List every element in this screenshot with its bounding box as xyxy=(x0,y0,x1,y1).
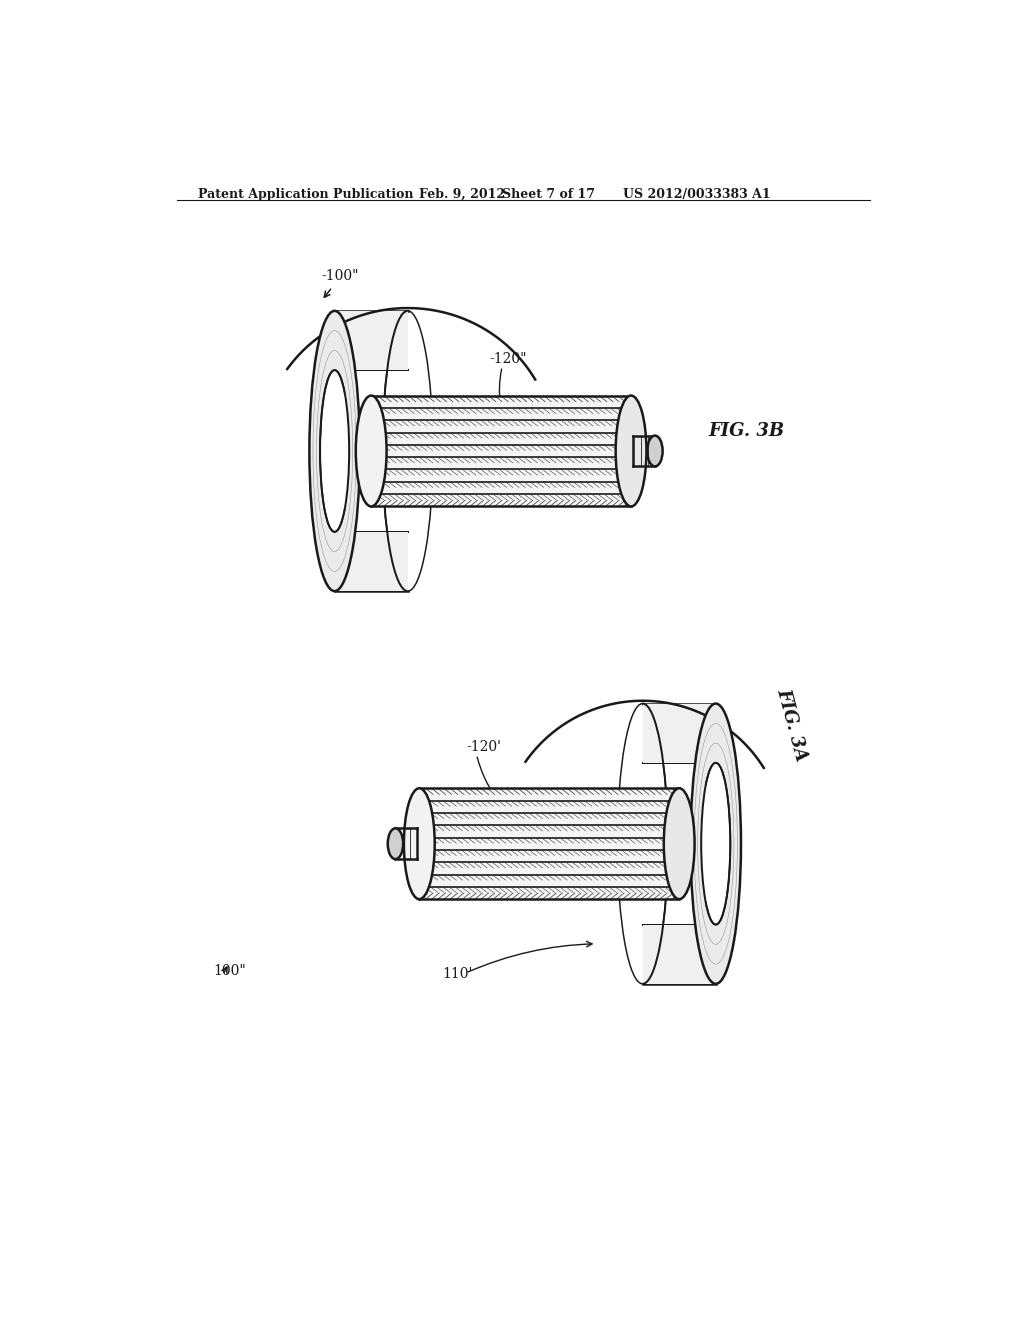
Ellipse shape xyxy=(321,370,349,532)
Ellipse shape xyxy=(388,829,403,859)
Ellipse shape xyxy=(355,396,387,507)
Bar xyxy=(643,704,716,763)
Text: FIG. 3A: FIG. 3A xyxy=(773,686,810,763)
Text: Feb. 9, 2012: Feb. 9, 2012 xyxy=(419,187,506,201)
Text: US 2012/0033383 A1: US 2012/0033383 A1 xyxy=(624,187,771,201)
Text: 110': 110' xyxy=(442,968,473,982)
Bar xyxy=(371,396,631,507)
Ellipse shape xyxy=(403,788,435,899)
Ellipse shape xyxy=(690,704,741,983)
Text: FIG. 3B: FIG. 3B xyxy=(708,421,784,440)
Text: -120": -120" xyxy=(489,352,526,366)
Bar xyxy=(419,788,679,899)
Text: 100": 100" xyxy=(214,965,247,978)
Text: -100": -100" xyxy=(322,269,359,284)
Text: 110": 110" xyxy=(442,408,475,421)
Bar xyxy=(335,312,408,370)
Bar xyxy=(335,532,408,591)
Bar xyxy=(643,924,716,983)
Ellipse shape xyxy=(615,396,646,507)
Ellipse shape xyxy=(701,763,730,924)
Ellipse shape xyxy=(647,436,663,466)
Ellipse shape xyxy=(664,788,694,899)
Text: -120': -120' xyxy=(466,741,501,754)
Text: Sheet 7 of 17: Sheet 7 of 17 xyxy=(503,187,596,201)
Text: Patent Application Publication: Patent Application Publication xyxy=(199,187,414,201)
Ellipse shape xyxy=(309,312,359,591)
